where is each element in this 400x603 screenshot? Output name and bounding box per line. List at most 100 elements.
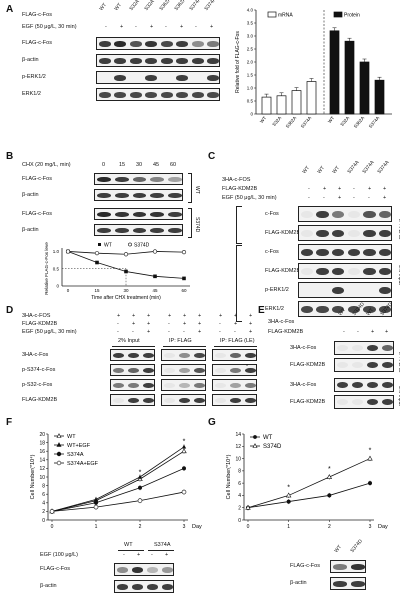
blot-band xyxy=(363,305,376,313)
blot-band xyxy=(160,40,173,47)
sign: + xyxy=(117,313,121,319)
blot-band xyxy=(127,382,140,388)
blot-label: β-actin xyxy=(290,580,307,586)
blot-band xyxy=(116,566,129,573)
blot-band xyxy=(332,580,347,587)
blot-band xyxy=(351,345,364,352)
data-point xyxy=(123,252,129,257)
blot-band xyxy=(244,397,257,403)
data-point xyxy=(49,509,55,514)
series-line xyxy=(51,450,185,512)
blot-band xyxy=(363,248,376,256)
lane-label: S374A xyxy=(346,159,361,175)
y-tick-label: 0 xyxy=(42,518,45,524)
blot-strip xyxy=(96,88,220,101)
blot-band xyxy=(161,566,174,573)
x-tick-label: WT xyxy=(259,115,267,124)
sign: + xyxy=(219,313,223,319)
legend-marker xyxy=(56,433,62,438)
egf-sign: - xyxy=(323,195,325,201)
blot-band xyxy=(379,210,392,218)
blot-band xyxy=(214,382,227,388)
group-rule xyxy=(118,550,144,551)
x-tick-label: S32A xyxy=(339,115,350,127)
data-point xyxy=(153,274,157,279)
significance-star: * xyxy=(287,484,290,491)
blot-strip xyxy=(114,580,174,593)
lane-label: S374A xyxy=(361,159,376,175)
blot-band xyxy=(347,210,360,218)
blot-band xyxy=(336,399,349,406)
blot-band xyxy=(351,399,364,406)
lane-label: S374A xyxy=(376,159,391,175)
kdm-sign: - xyxy=(343,329,345,335)
blot-band xyxy=(178,367,191,373)
blot-label: p-ERK1/2 xyxy=(265,287,289,293)
x-axis-label: Day xyxy=(192,524,202,530)
y-tick-label: 8 xyxy=(238,469,241,475)
blot-band xyxy=(142,382,155,388)
sign: + xyxy=(183,321,187,327)
blot-strip xyxy=(298,282,392,298)
blot-band xyxy=(347,267,360,275)
blot-band xyxy=(191,57,204,64)
group-rule xyxy=(112,346,155,347)
blot-band xyxy=(316,305,329,313)
row-label-egf: EGF (50 μg/L, 30 min) xyxy=(22,24,77,30)
data-point xyxy=(286,499,291,504)
legend-label: S374D xyxy=(263,444,282,450)
row-label-flag-cfos: FLAG-c-Fos xyxy=(22,12,52,18)
blot-band xyxy=(112,382,125,388)
blot-band xyxy=(191,91,204,98)
blot-band xyxy=(350,563,365,570)
blot-band xyxy=(142,367,155,373)
blot-band xyxy=(127,367,140,373)
significance-star: * xyxy=(369,447,372,454)
blot-band xyxy=(131,566,144,573)
blot-label: FLAG-c-Fos xyxy=(290,563,320,569)
legend-label: WT xyxy=(263,435,273,441)
blot-band xyxy=(129,40,142,47)
y-tick-label: 0 xyxy=(56,284,59,289)
time-label: 60 xyxy=(170,162,177,168)
blot-band xyxy=(129,91,142,98)
blot-band xyxy=(168,211,183,217)
legend-marker-s374d xyxy=(128,242,132,247)
blot-band xyxy=(131,583,144,590)
blot-band xyxy=(363,210,376,218)
y-tick-label: 18 xyxy=(39,440,45,446)
blot-strip xyxy=(96,37,220,50)
blot-band xyxy=(381,382,394,389)
sign: + xyxy=(168,313,172,319)
blot-band xyxy=(96,176,111,182)
blot-band xyxy=(114,211,129,217)
lane-label: WT xyxy=(113,2,124,12)
panel-b-line-chart: 0 0.5 1.0 0 15 30 45 60 Time after CHX treatment… xyxy=(44,242,190,301)
blot-band xyxy=(332,229,345,237)
lane-label: S362A xyxy=(173,0,188,12)
y-tick-label: 3.0 xyxy=(247,34,254,39)
blot-band xyxy=(178,352,191,358)
bracket-ip xyxy=(236,206,242,244)
blot-band xyxy=(366,345,379,352)
blot-band xyxy=(193,367,206,373)
blot-band xyxy=(160,91,173,98)
lane-label: WT xyxy=(333,544,344,554)
blot-band xyxy=(146,566,159,573)
lane-label: WT xyxy=(301,165,312,175)
panel-letter-c: C xyxy=(208,151,216,162)
legend-marker xyxy=(252,443,258,448)
blot-label: c-Fos xyxy=(265,249,279,255)
blot-strip xyxy=(96,54,220,67)
blot-band xyxy=(96,192,111,198)
y-tick-label: 12 xyxy=(39,466,45,472)
blot-label: FLAG-KDM2B xyxy=(22,397,58,403)
sign: - xyxy=(168,321,170,327)
blot-strip xyxy=(298,206,392,222)
blot-strip xyxy=(212,364,257,376)
blot-strip xyxy=(161,379,206,391)
group-rule xyxy=(163,346,206,347)
blot-band xyxy=(114,176,129,182)
blot-band xyxy=(316,229,329,237)
